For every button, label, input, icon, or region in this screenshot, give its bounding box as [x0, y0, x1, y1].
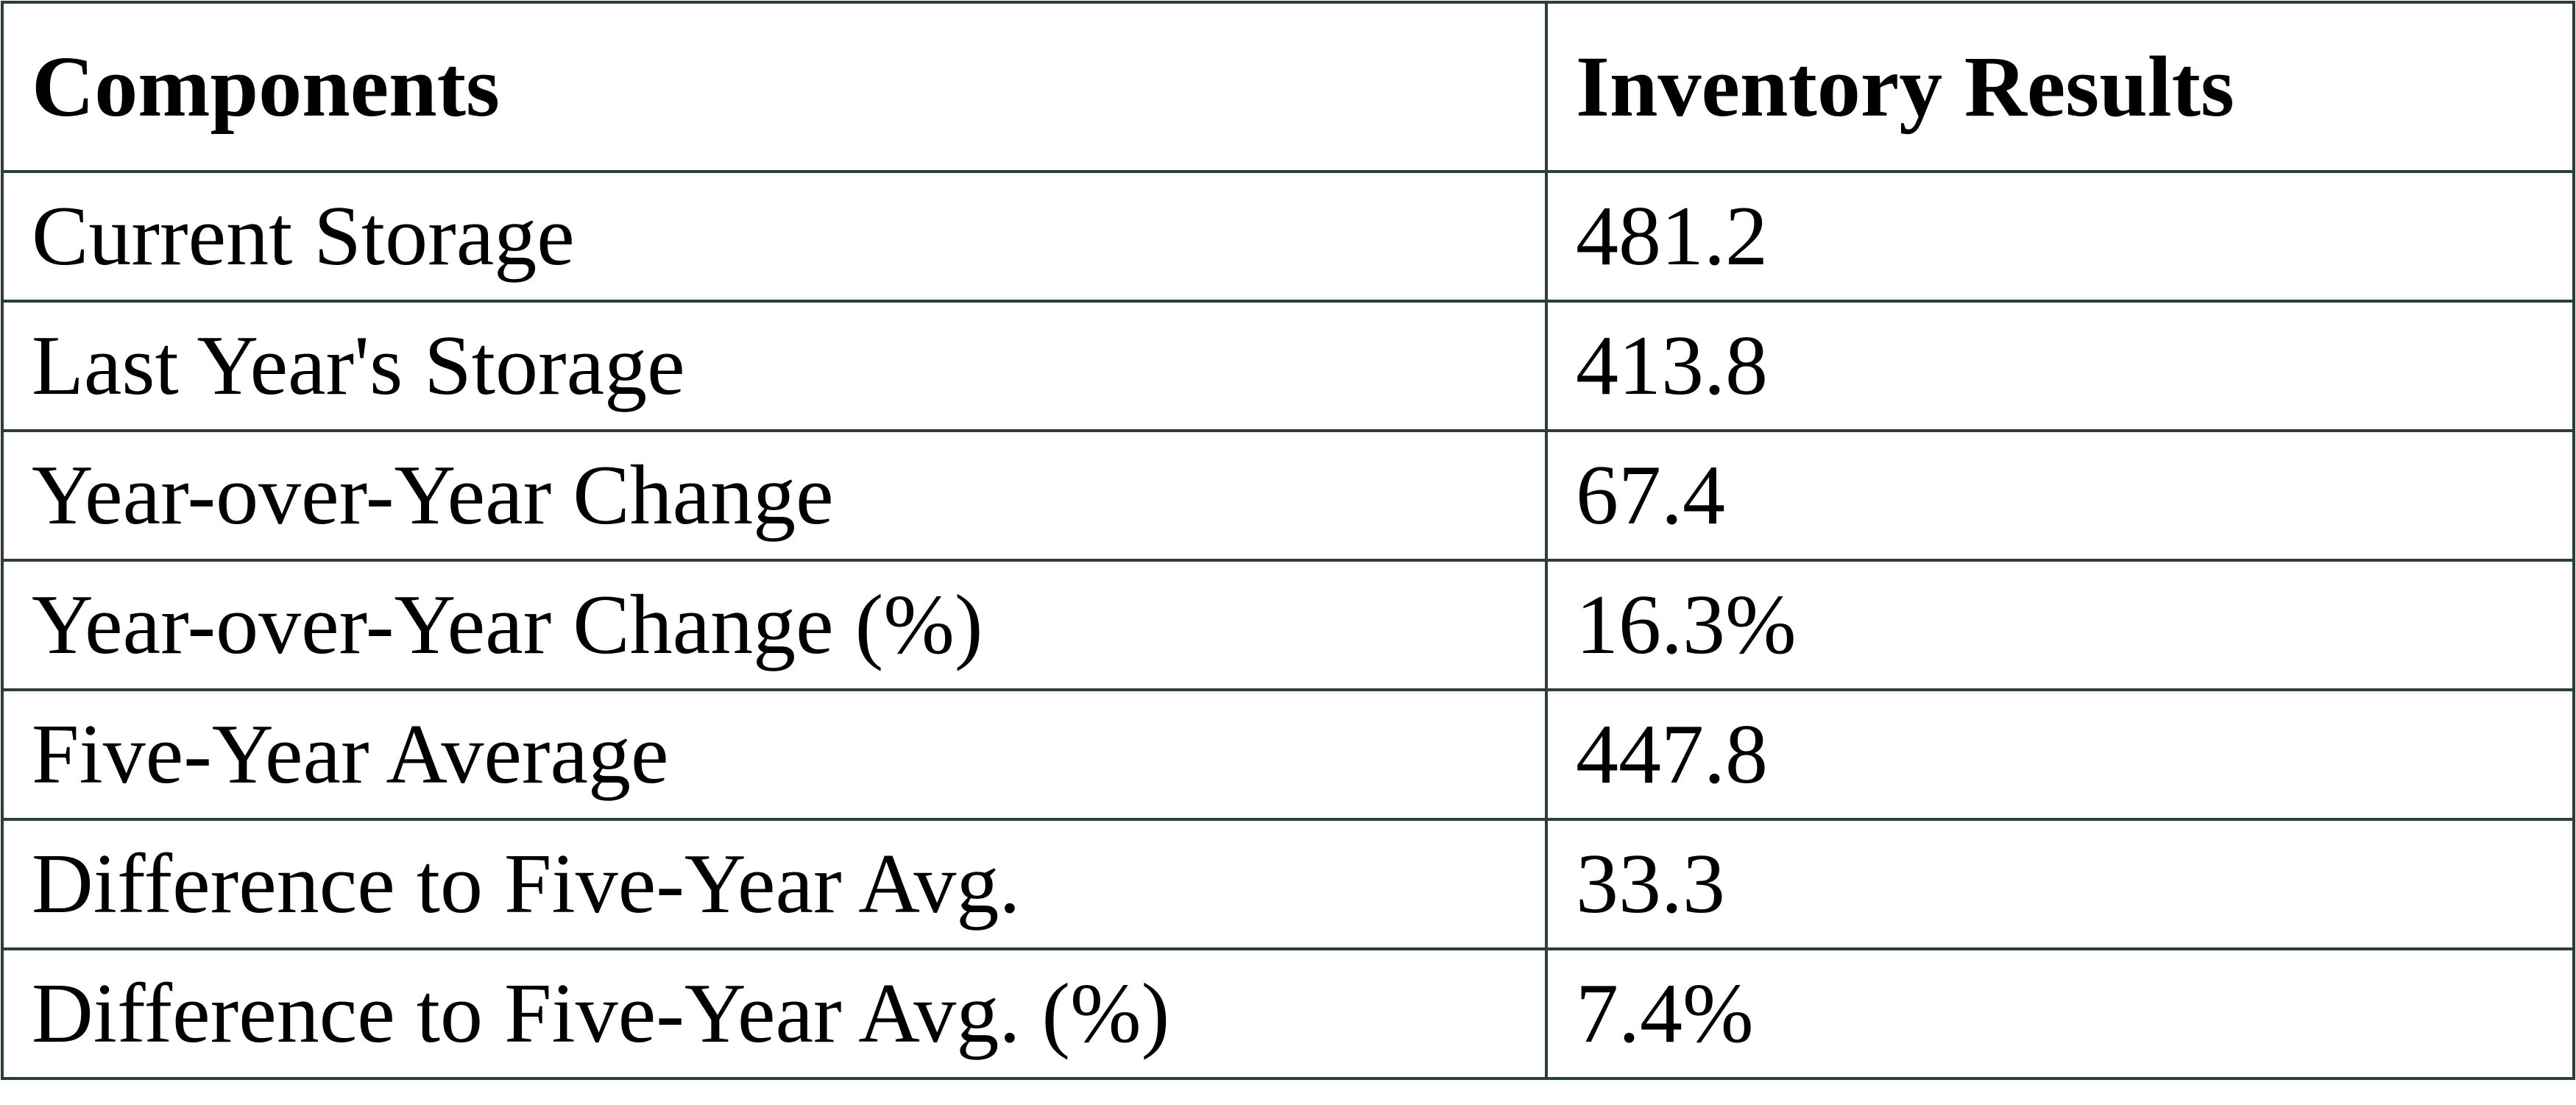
header-row: Components Inventory Results — [1, 1, 2575, 173]
component-cell: Difference to Five-Year Avg. (%) — [1, 947, 1548, 1080]
result-cell: 33.3 — [1545, 818, 2575, 950]
table-row: Difference to Five-Year Avg. 33.3 — [1, 818, 2575, 950]
result-cell: 413.8 — [1545, 300, 2575, 432]
result-cell: 7.4% — [1545, 947, 2575, 1080]
component-cell: Current Storage — [1, 170, 1548, 303]
header-cell: Inventory Results — [1545, 1, 2575, 173]
table-row: Difference to Five-Year Avg. (%) 7.4% — [1, 947, 2575, 1080]
result-cell: 67.4 — [1545, 429, 2575, 562]
component-cell: Year-over-Year Change (%) — [1, 559, 1548, 691]
table-head: Components Inventory Results — [1, 1, 2575, 173]
component-cell: Last Year's Storage — [1, 300, 1548, 432]
component-cell: Difference to Five-Year Avg. — [1, 818, 1548, 950]
table-body: Current Storage 481.2 Last Year's Storage 4… — [1, 170, 2575, 1080]
table-row: Year-over-Year Change (%) 16.3% — [1, 559, 2575, 691]
result-cell: 16.3% — [1545, 559, 2575, 691]
component-cell: Five-Year Average — [1, 688, 1548, 821]
table-row: Year-over-Year Change 67.4 — [1, 429, 2575, 562]
result-cell: 481.2 — [1545, 170, 2575, 303]
component-cell: Year-over-Year Change — [1, 429, 1548, 562]
table-row: Five-Year Average 447.8 — [1, 688, 2575, 821]
table-row: Last Year's Storage 413.8 — [1, 300, 2575, 432]
inventory-table: Components Inventory Results Current Sto… — [1, 1, 2575, 1080]
result-cell: 447.8 — [1545, 688, 2575, 821]
header-cell: Components — [1, 1, 1548, 173]
table-row: Current Storage 481.2 — [1, 170, 2575, 303]
